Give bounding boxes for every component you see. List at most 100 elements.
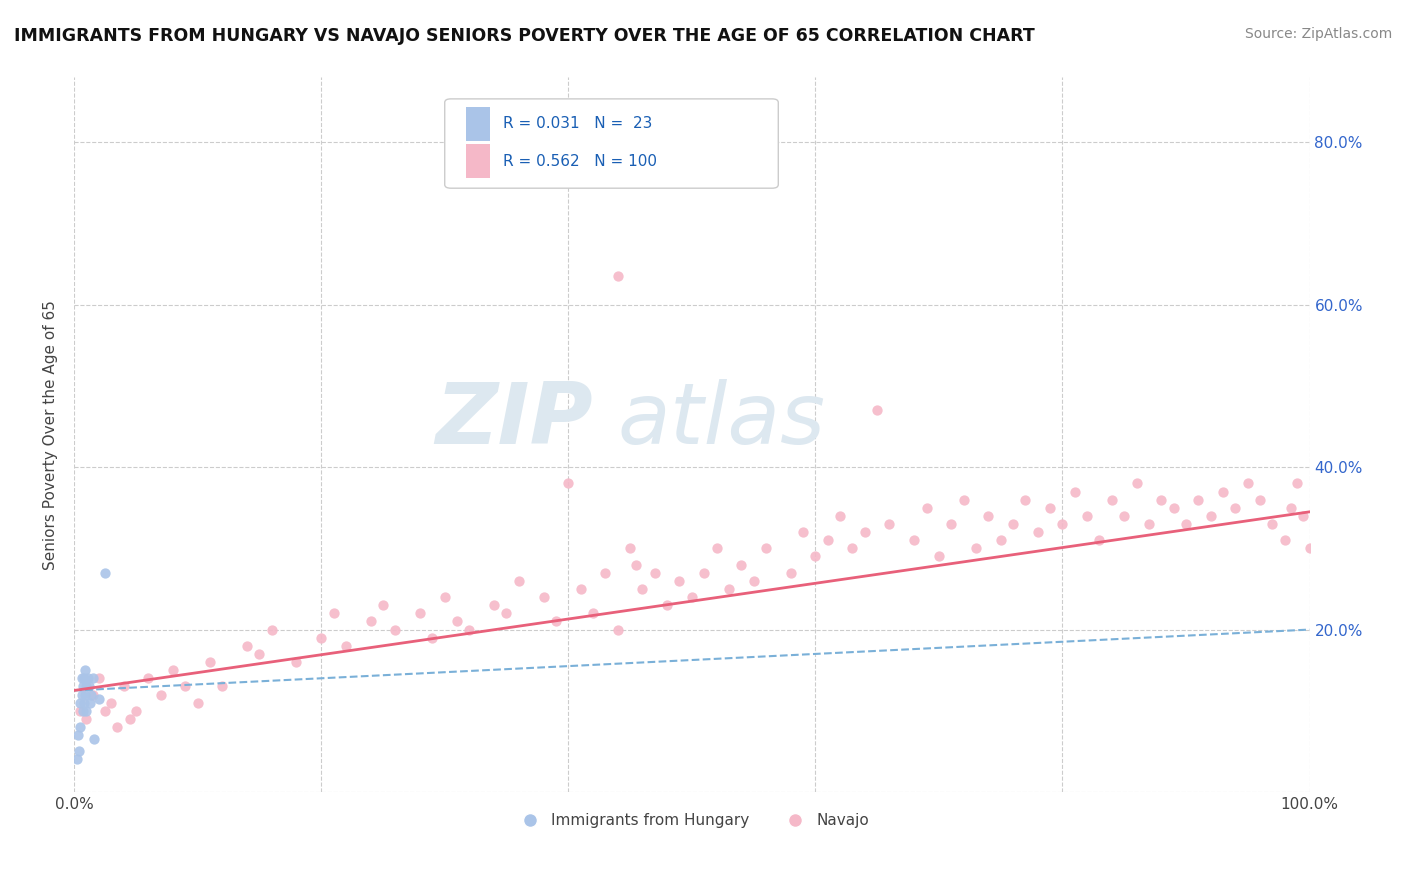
Point [75, 712, 97, 726]
Point [1292, 508, 1315, 523]
Point [977, 508, 1000, 523]
Point [1101, 492, 1123, 507]
Point [557, 476, 579, 491]
Point [458, 623, 481, 637]
Y-axis label: Seniors Poverty Over the Age of 65: Seniors Poverty Over the Age of 65 [44, 300, 58, 570]
Point [1150, 492, 1173, 507]
Point [693, 566, 716, 580]
Point [87, 691, 110, 706]
Point [69, 720, 91, 734]
Point [125, 704, 148, 718]
Text: R = 0.562   N = 100: R = 0.562 N = 100 [503, 153, 657, 169]
Point [422, 631, 444, 645]
Point [75, 680, 97, 694]
Point [118, 712, 141, 726]
Point [1286, 476, 1309, 491]
Point [409, 607, 432, 621]
Point [1114, 508, 1136, 523]
Point [792, 525, 814, 540]
Point [1063, 484, 1085, 499]
Point [72, 704, 94, 718]
Text: IMMIGRANTS FROM HUNGARY VS NAVAJO SENIORS POVERTY OVER THE AGE OF 65 CORRELATION: IMMIGRANTS FROM HUNGARY VS NAVAJO SENIOR… [14, 27, 1035, 45]
Point [965, 541, 987, 556]
Point [83, 732, 105, 747]
Point [73, 671, 96, 685]
Point [952, 492, 974, 507]
Point [70, 688, 93, 702]
Bar [465, 107, 491, 141]
Point [1249, 492, 1271, 507]
Point [915, 500, 938, 515]
Point [247, 647, 270, 661]
Point [87, 671, 110, 685]
Point [853, 525, 876, 540]
Point [65, 752, 87, 766]
Point [174, 680, 197, 694]
Point [841, 541, 863, 556]
Point [1039, 500, 1062, 515]
Point [198, 655, 221, 669]
Point [544, 615, 567, 629]
Point [569, 582, 592, 596]
Point [66, 728, 89, 742]
Point [533, 590, 555, 604]
Point [80, 688, 103, 702]
FancyBboxPatch shape [444, 99, 779, 188]
Point [903, 533, 925, 548]
Point [655, 598, 678, 612]
Legend: Immigrants from Hungary, Navajo: Immigrants from Hungary, Navajo [508, 807, 876, 834]
Point [1199, 508, 1222, 523]
Point [371, 598, 394, 612]
Point [70, 671, 93, 685]
Point [82, 671, 104, 685]
Point [941, 516, 963, 531]
Point [1175, 516, 1198, 531]
Point [82, 688, 104, 702]
Text: ZIP: ZIP [436, 379, 593, 462]
Point [1163, 500, 1185, 515]
Point [1026, 525, 1049, 540]
Point [508, 574, 530, 588]
Point [1274, 533, 1296, 548]
Point [1225, 500, 1247, 515]
Point [606, 623, 628, 637]
Point [187, 696, 209, 710]
Point [149, 688, 172, 702]
Point [1212, 484, 1234, 499]
Point [236, 639, 259, 653]
Point [73, 696, 96, 710]
Point [322, 607, 344, 621]
Point [67, 744, 90, 758]
Point [69, 704, 91, 718]
Point [828, 508, 851, 523]
Point [606, 269, 628, 284]
Point [582, 607, 605, 621]
Point [384, 623, 406, 637]
Point [94, 704, 117, 718]
Point [742, 574, 765, 588]
Point [879, 516, 901, 531]
Point [1052, 516, 1074, 531]
Point [335, 639, 357, 653]
Point [495, 607, 517, 621]
Point [1001, 516, 1024, 531]
Point [619, 541, 641, 556]
Point [105, 720, 128, 734]
Point [706, 541, 728, 556]
Point [75, 688, 97, 702]
Point [1298, 541, 1320, 556]
Point [136, 671, 159, 685]
Point [730, 558, 752, 572]
Point [482, 598, 505, 612]
Point [79, 696, 101, 710]
Point [112, 680, 135, 694]
Point [69, 696, 91, 710]
Point [285, 655, 308, 669]
Point [631, 582, 654, 596]
Point [1088, 533, 1111, 548]
Point [94, 566, 117, 580]
Point [1187, 492, 1209, 507]
Point [644, 566, 666, 580]
Text: R = 0.031   N =  23: R = 0.031 N = 23 [503, 116, 652, 131]
Point [433, 590, 456, 604]
